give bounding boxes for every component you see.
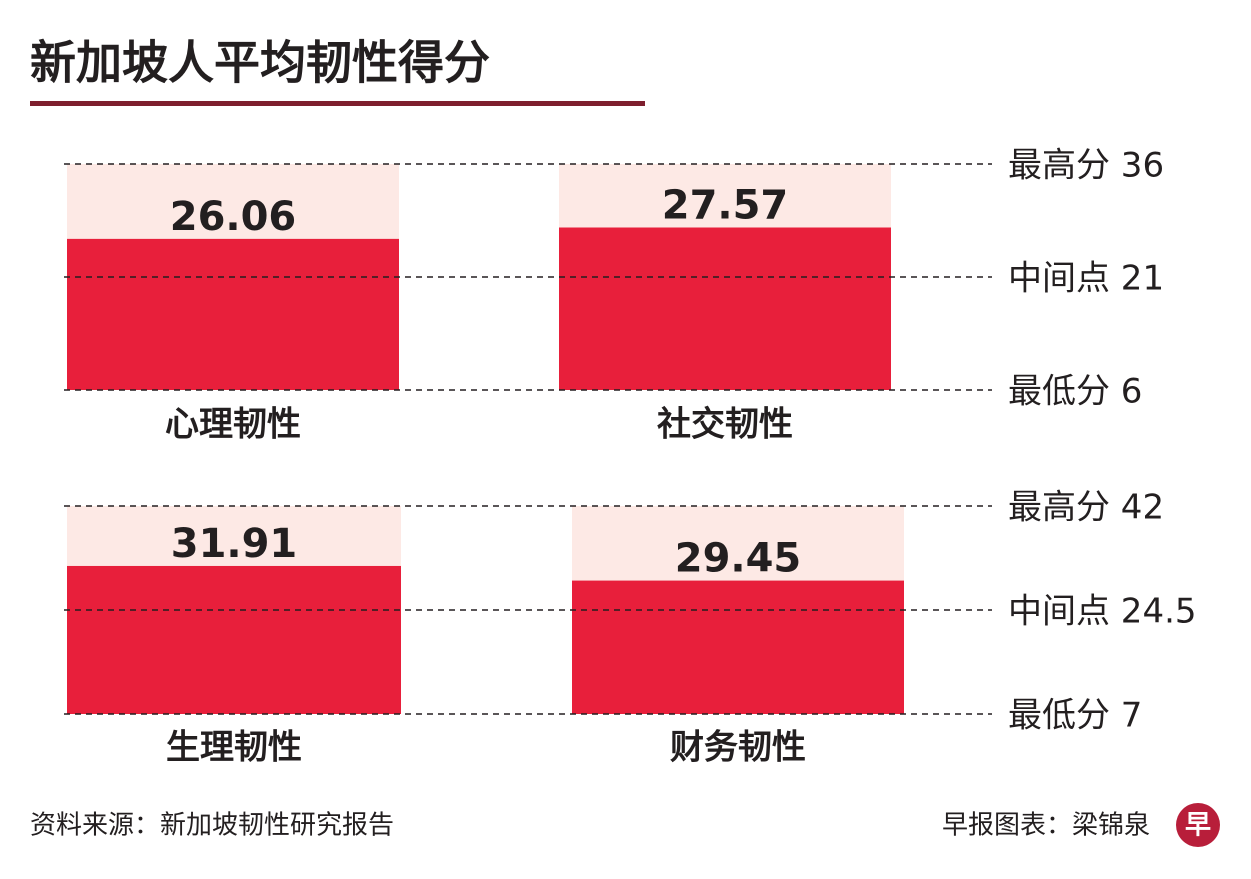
value-label: 27.57 [662, 183, 789, 229]
x-tick-label: 财务韧性 [670, 728, 806, 768]
value-label: 31.91 [171, 521, 298, 567]
bar [559, 227, 891, 390]
title-underline [30, 101, 645, 106]
y-tick-label: 中间点 24.5 [1008, 592, 1197, 632]
bar [572, 580, 904, 714]
logo: 早 [1185, 811, 1211, 841]
x-tick-label: 社交韧性 [657, 405, 793, 445]
value-label: 26.06 [170, 194, 297, 240]
y-tick-label: 最低分 7 [1008, 696, 1142, 736]
y-tick-label: 最低分 6 [1008, 372, 1142, 412]
source-note: 资料来源：新加坡韧性研究报告 [30, 811, 394, 841]
value-label: 29.45 [675, 536, 802, 582]
x-tick-label: 生理韧性 [166, 728, 302, 768]
chart-title: 新加坡人平均韧性得分 [30, 36, 490, 90]
bar [67, 238, 399, 390]
y-tick-label: 最高分 42 [1008, 488, 1164, 528]
y-tick-label: 中间点 21 [1008, 259, 1164, 299]
logo-circle [1176, 803, 1220, 847]
credit-note: 早报图表：梁锦泉 [942, 811, 1150, 841]
y-tick-label: 最高分 36 [1008, 146, 1164, 186]
x-tick-label: 心理韧性 [165, 405, 301, 445]
bar [67, 565, 401, 714]
